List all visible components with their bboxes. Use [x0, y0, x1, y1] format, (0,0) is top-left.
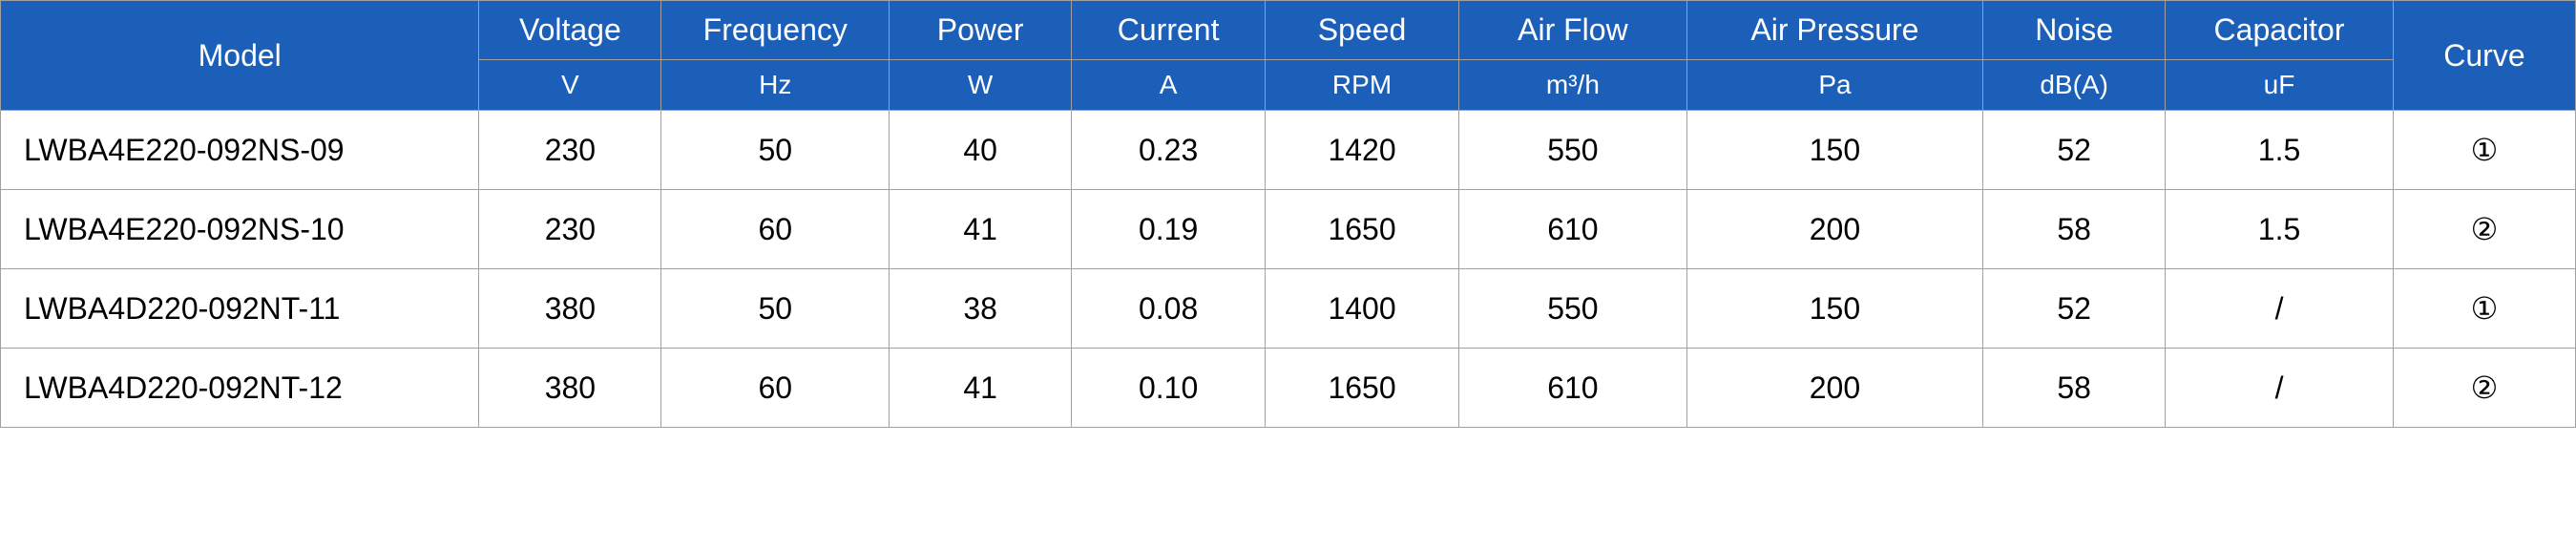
cell-voltage: 380	[479, 269, 661, 349]
unit-noise: dB(A)	[1983, 60, 2166, 111]
header-airflow: Air Flow	[1459, 1, 1687, 60]
header-airpressure: Air Pressure	[1686, 1, 1982, 60]
cell-frequency: 50	[661, 269, 890, 349]
cell-airpressure: 200	[1686, 349, 1982, 428]
table-row: LWBA4D220-092NT-12 380 60 41 0.10 1650 6…	[1, 349, 2576, 428]
cell-model: LWBA4E220-092NS-10	[1, 190, 479, 269]
cell-noise: 58	[1983, 349, 2166, 428]
cell-curve: ②	[2393, 349, 2575, 428]
cell-current: 0.08	[1072, 269, 1266, 349]
cell-power: 38	[890, 269, 1072, 349]
header-power: Power	[890, 1, 1072, 60]
table-row: LWBA4E220-092NS-09 230 50 40 0.23 1420 5…	[1, 111, 2576, 190]
header-row-1: Model Voltage Frequency Power Current Sp…	[1, 1, 2576, 60]
cell-voltage: 380	[479, 349, 661, 428]
spec-table-container: KE OTEL Model Voltage Frequency Power Cu…	[0, 0, 2576, 428]
unit-frequency: Hz	[661, 60, 890, 111]
unit-airpressure: Pa	[1686, 60, 1982, 111]
unit-capacitor: uF	[2166, 60, 2394, 111]
header-noise: Noise	[1983, 1, 2166, 60]
header-speed: Speed	[1266, 1, 1459, 60]
cell-model: LWBA4D220-092NT-11	[1, 269, 479, 349]
cell-voltage: 230	[479, 111, 661, 190]
cell-noise: 52	[1983, 111, 2166, 190]
header-current: Current	[1072, 1, 1266, 60]
cell-capacitor: 1.5	[2166, 111, 2394, 190]
header-capacitor: Capacitor	[2166, 1, 2394, 60]
unit-current: A	[1072, 60, 1266, 111]
cell-frequency: 60	[661, 190, 890, 269]
cell-airflow: 550	[1459, 111, 1687, 190]
cell-current: 0.23	[1072, 111, 1266, 190]
table-row: LWBA4D220-092NT-11 380 50 38 0.08 1400 5…	[1, 269, 2576, 349]
cell-model: LWBA4D220-092NT-12	[1, 349, 479, 428]
cell-capacitor: /	[2166, 349, 2394, 428]
cell-power: 41	[890, 190, 1072, 269]
cell-current: 0.10	[1072, 349, 1266, 428]
cell-curve: ①	[2393, 111, 2575, 190]
cell-model: LWBA4E220-092NS-09	[1, 111, 479, 190]
cell-power: 40	[890, 111, 1072, 190]
cell-frequency: 60	[661, 349, 890, 428]
cell-speed: 1650	[1266, 190, 1459, 269]
cell-capacitor: 1.5	[2166, 190, 2394, 269]
cell-speed: 1420	[1266, 111, 1459, 190]
cell-voltage: 230	[479, 190, 661, 269]
unit-airflow: m³/h	[1459, 60, 1687, 111]
spec-table: Model Voltage Frequency Power Current Sp…	[0, 0, 2576, 428]
cell-airflow: 610	[1459, 349, 1687, 428]
cell-noise: 52	[1983, 269, 2166, 349]
unit-voltage: V	[479, 60, 661, 111]
header-voltage: Voltage	[479, 1, 661, 60]
cell-current: 0.19	[1072, 190, 1266, 269]
header-curve: Curve	[2393, 1, 2575, 111]
cell-frequency: 50	[661, 111, 890, 190]
unit-power: W	[890, 60, 1072, 111]
cell-speed: 1650	[1266, 349, 1459, 428]
table-body: LWBA4E220-092NS-09 230 50 40 0.23 1420 5…	[1, 111, 2576, 428]
cell-capacitor: /	[2166, 269, 2394, 349]
unit-speed: RPM	[1266, 60, 1459, 111]
cell-airpressure: 150	[1686, 269, 1982, 349]
cell-airflow: 610	[1459, 190, 1687, 269]
cell-power: 41	[890, 349, 1072, 428]
cell-curve: ②	[2393, 190, 2575, 269]
cell-airpressure: 200	[1686, 190, 1982, 269]
cell-airflow: 550	[1459, 269, 1687, 349]
cell-noise: 58	[1983, 190, 2166, 269]
header-model: Model	[1, 1, 479, 111]
table-row: LWBA4E220-092NS-10 230 60 41 0.19 1650 6…	[1, 190, 2576, 269]
cell-speed: 1400	[1266, 269, 1459, 349]
cell-airpressure: 150	[1686, 111, 1982, 190]
header-frequency: Frequency	[661, 1, 890, 60]
cell-curve: ①	[2393, 269, 2575, 349]
